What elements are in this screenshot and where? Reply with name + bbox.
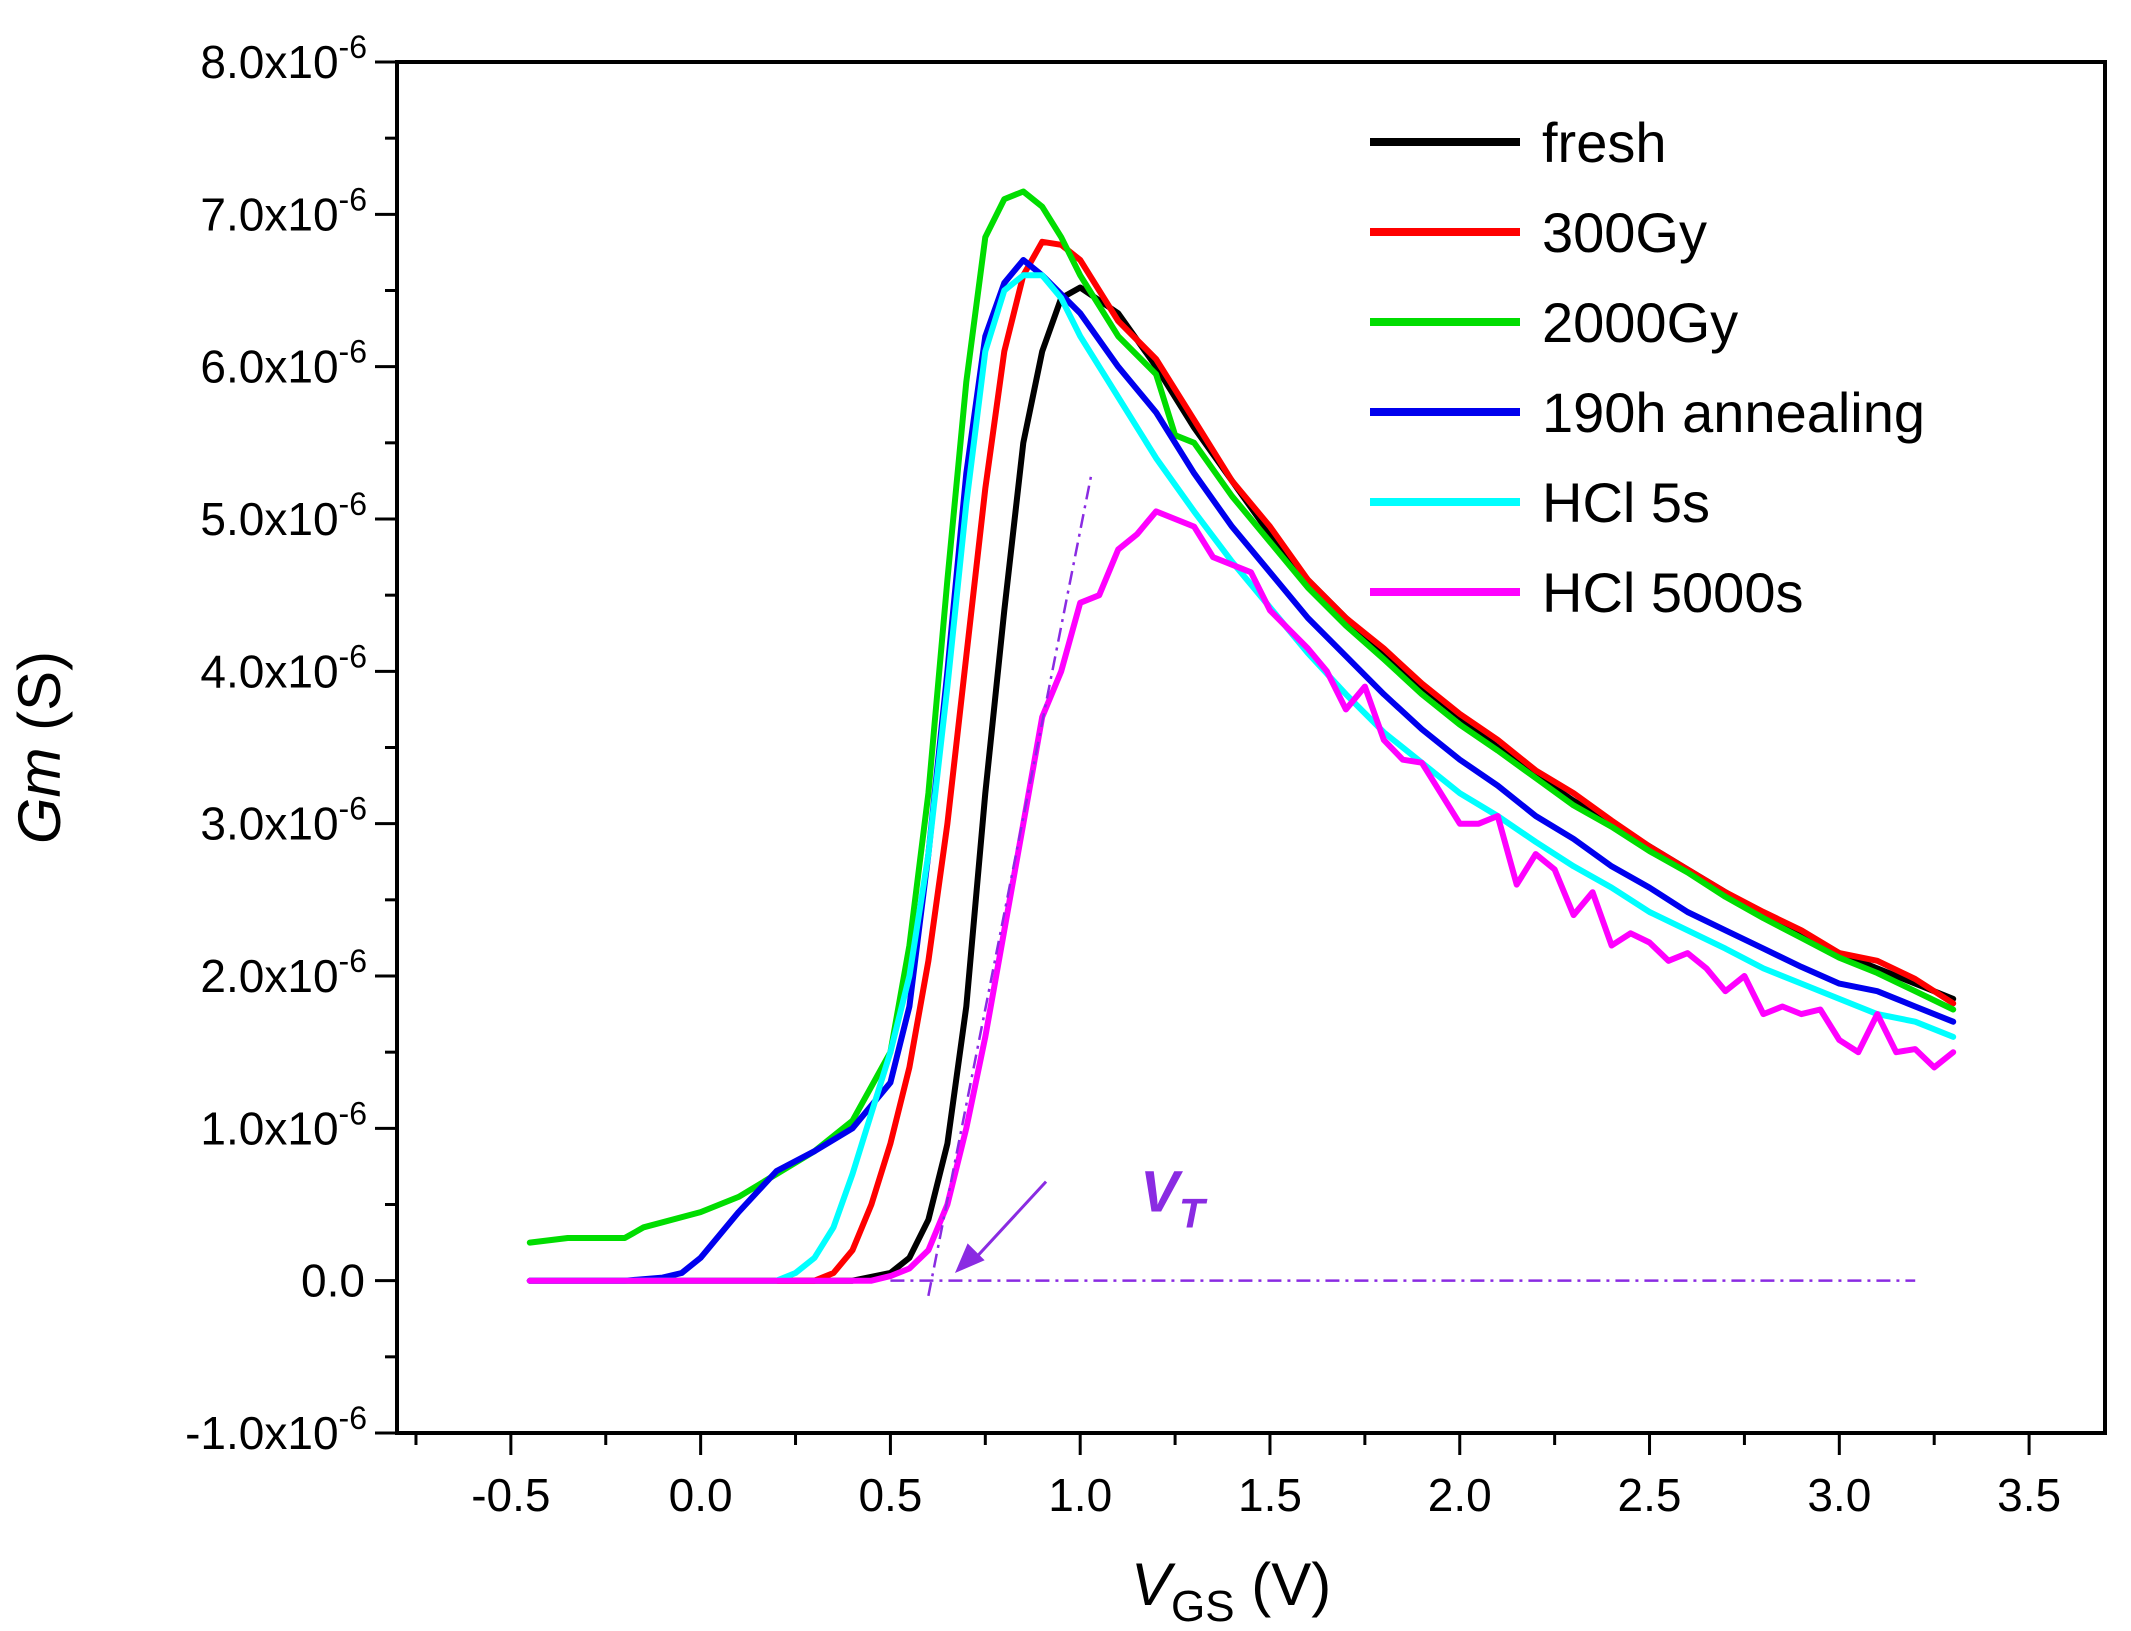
axes: -0.5 0.0 0.5 1.0 1.5 2.0 2.5 3.0 3.5 8.0x10-6 7.0x…: [185, 29, 2107, 1521]
series-layer: [526, 188, 1957, 1284]
series-line-300gy: [526, 238, 1957, 1284]
vt-label: VT: [1140, 1160, 1208, 1237]
y-tick-label: 1.0x10-6: [200, 1095, 367, 1154]
x-tick-label: 0.0: [669, 1469, 733, 1521]
series-line-hcl-5000s: [526, 508, 1957, 1284]
y-tick-label: 3.0x10-6: [200, 791, 367, 850]
series-line-hcl-5s: [526, 272, 1957, 1284]
series-line-190h-annealing: [526, 257, 1957, 1284]
y-tick-label: 8.0x10-6: [200, 29, 367, 88]
x-tick-label: 3.0: [1807, 1469, 1871, 1521]
legend-label: 190h annealing: [1542, 381, 1925, 444]
x-tick-label: 0.5: [858, 1469, 922, 1521]
y-tick-label: 6.0x10-6: [200, 334, 367, 393]
y-tick-label: 0.0: [301, 1255, 365, 1307]
legend-label: HCl 5000s: [1542, 561, 1803, 624]
x-tick-label: 2.0: [1428, 1469, 1492, 1521]
tangent-line: [927, 473, 1093, 1297]
legend-label: fresh: [1542, 111, 1667, 174]
x-tick-label: 1.0: [1048, 1469, 1112, 1521]
vt-arrow-head: [954, 1243, 985, 1274]
x-tick-label: 3.5: [1997, 1469, 2061, 1521]
y-axis-title: Gm (S): [6, 651, 73, 844]
y-tick-label: 4.0x10-6: [200, 638, 367, 697]
x-tick-label: 2.5: [1618, 1469, 1682, 1521]
y-tick-label: 2.0x10-6: [200, 943, 367, 1002]
legend-label: 2000Gy: [1542, 291, 1738, 354]
x-axis-title: VGS (V): [1131, 1551, 1331, 1631]
x-tick-label: -0.5: [471, 1469, 550, 1521]
legend: fresh 300Gy 2000Gy 190h annealing HCl 5s HCl …: [1370, 111, 1925, 624]
series-line-2000gy: [526, 188, 1957, 1246]
vt-annotation: VT: [890, 473, 1916, 1297]
vt-arrow-shaft: [969, 1180, 1048, 1265]
legend-label: 300Gy: [1542, 201, 1707, 264]
y-tick-label: 5.0x10-6: [200, 486, 367, 545]
y-tick-label: -1.0x10-6: [185, 1400, 367, 1459]
x-tick-label: 1.5: [1238, 1469, 1302, 1521]
y-tick-label: 7.0x10-6: [200, 181, 367, 240]
legend-label: HCl 5s: [1542, 471, 1710, 534]
